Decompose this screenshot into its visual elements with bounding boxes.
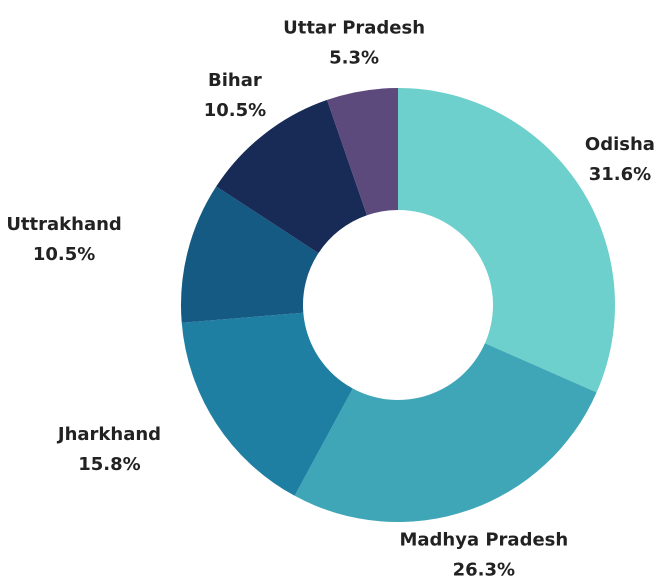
donut-slice [398,88,615,393]
slice-label: Uttrakhand [6,214,121,235]
slice-label: Uttar Pradesh [283,18,425,39]
slice-label: Madhya Pradesh [399,530,568,551]
slice-label: Odisha [585,134,655,155]
donut-slice [181,312,353,496]
slice-value-label: 10.5% [204,100,266,121]
donut-slice [327,88,398,216]
slice-value-label: 31.6% [589,164,651,185]
slice-label: Jharkhand [56,424,161,445]
donut-slice [181,186,319,323]
donut-slice [216,99,367,254]
slice-value-label: 26.3% [453,560,515,581]
slice-value-label: 5.3% [329,48,379,69]
donut-slice [294,343,597,522]
slice-value-label: 10.5% [33,244,95,265]
slice-value-label: 15.8% [78,454,140,475]
slice-label: Bihar [208,70,262,91]
